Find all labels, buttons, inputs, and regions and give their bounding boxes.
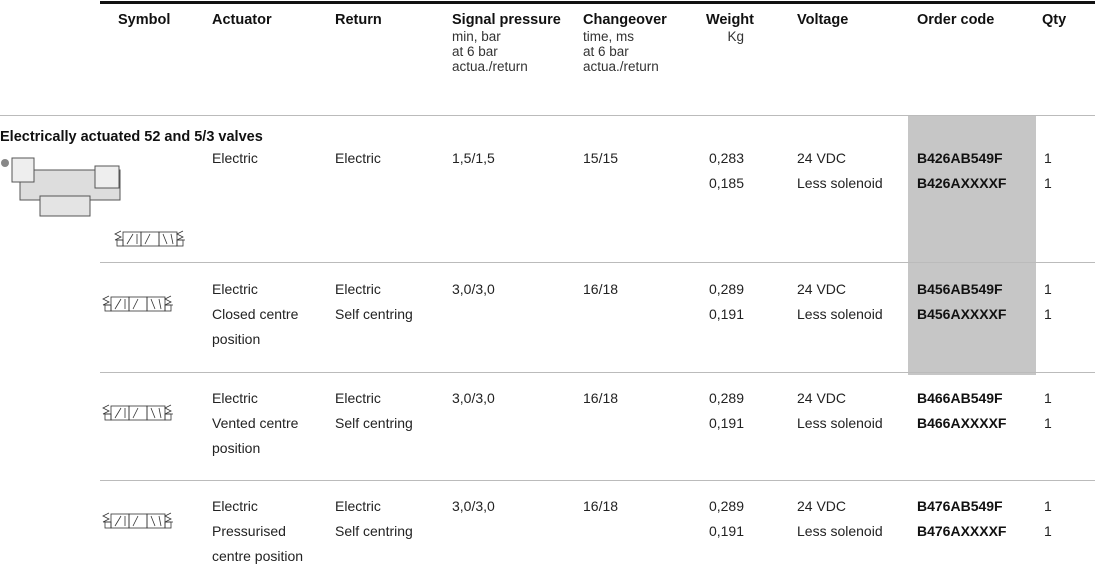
order-code: B426AB549F (917, 150, 1003, 166)
actuator: position (212, 331, 261, 347)
actuator: Closed centre (212, 306, 299, 322)
voltage: Less solenoid (797, 523, 883, 539)
qty: 1 (1044, 281, 1052, 297)
column-subtitle: time, ms (583, 29, 635, 44)
signal-pressure: 1,5/1,5 (452, 150, 495, 166)
column-subtitle: actua./return (583, 59, 659, 74)
qty: 1 (1044, 523, 1052, 539)
actuator: Pressurised (212, 523, 286, 539)
column-title: Qty (1042, 12, 1067, 28)
valve-photo (1, 157, 121, 217)
top-rule (100, 1, 1095, 4)
weight: 0,185 (708, 175, 744, 191)
voltage: Less solenoid (797, 175, 883, 191)
actuator: position (212, 440, 261, 456)
column-title: Weight (705, 12, 754, 28)
valve-symbol (102, 404, 174, 421)
column-title: Signal pressure (452, 12, 561, 28)
voltage: 24 VDC (797, 498, 847, 514)
actuator: Vented centre (212, 415, 299, 431)
signal-pressure: 3,0/3,0 (452, 498, 495, 514)
signal-pressure: 3,0/3,0 (452, 390, 495, 406)
order-code: B456AB549F (917, 281, 1003, 297)
row-rule (100, 480, 1095, 481)
actuator: Electric (212, 150, 258, 166)
valve-symbol (114, 230, 186, 247)
actuator: centre position (212, 548, 304, 564)
voltage: Less solenoid (797, 415, 883, 431)
order-code: B476AB549F (917, 498, 1003, 514)
order-code: B466AXXXXF (917, 415, 1007, 431)
weight: 0,191 (708, 306, 744, 322)
column-title: Changeover (583, 12, 667, 28)
row-rule (100, 262, 1095, 263)
order-code: B456AXXXXF (917, 306, 1007, 322)
order-code: B466AB549F (917, 390, 1003, 406)
qty: 1 (1044, 498, 1052, 514)
return: Self centring (335, 415, 413, 431)
header-rule (0, 115, 1095, 116)
weight: 0,191 (708, 415, 744, 431)
changeover: 16/18 (583, 390, 619, 406)
return: Electric (335, 498, 381, 514)
actuator: Electric (212, 281, 258, 297)
changeover: 16/18 (583, 281, 619, 297)
weight: 0,283 (708, 150, 744, 166)
weight: 0,191 (708, 523, 744, 539)
return: Self centring (335, 306, 413, 322)
changeover: 15/15 (583, 150, 619, 166)
qty: 1 (1044, 175, 1052, 191)
qty: 1 (1044, 150, 1052, 166)
actuator: Electric (212, 390, 258, 406)
return: Electric (335, 281, 381, 297)
signal-pressure: 3,0/3,0 (452, 281, 495, 297)
column-title: Symbol (118, 12, 171, 28)
valve-symbol (102, 512, 174, 529)
section-title: Electrically actuated 52 and 5/3 valves (0, 129, 263, 145)
return: Self centring (335, 523, 413, 539)
highlight (908, 115, 1036, 375)
weight: 0,289 (708, 498, 744, 514)
column-subtitle: Kg (727, 29, 744, 44)
order-code: B426AXXXXF (917, 175, 1007, 191)
column-title: Order code (917, 12, 995, 28)
voltage: 24 VDC (797, 150, 847, 166)
qty: 1 (1044, 306, 1052, 322)
qty: 1 (1044, 415, 1052, 431)
column-title: Voltage (797, 12, 849, 28)
column-subtitle: min, bar (452, 29, 501, 44)
weight: 0,289 (708, 281, 744, 297)
column-title: Return (335, 12, 382, 28)
changeover: 16/18 (583, 498, 619, 514)
valve-symbol (102, 295, 174, 312)
actuator: Electric (212, 498, 258, 514)
weight: 0,289 (708, 390, 744, 406)
column-title: Actuator (212, 12, 272, 28)
return: Electric (335, 150, 381, 166)
voltage: Less solenoid (797, 306, 883, 322)
column-subtitle: at 6 bar (452, 44, 498, 59)
column-subtitle: actua./return (452, 59, 528, 74)
qty: 1 (1044, 390, 1052, 406)
column-subtitle: at 6 bar (583, 44, 629, 59)
voltage: 24 VDC (797, 281, 847, 297)
order-code: B476AXXXXF (917, 523, 1007, 539)
row-rule (100, 372, 1095, 373)
voltage: 24 VDC (797, 390, 847, 406)
return: Electric (335, 390, 381, 406)
